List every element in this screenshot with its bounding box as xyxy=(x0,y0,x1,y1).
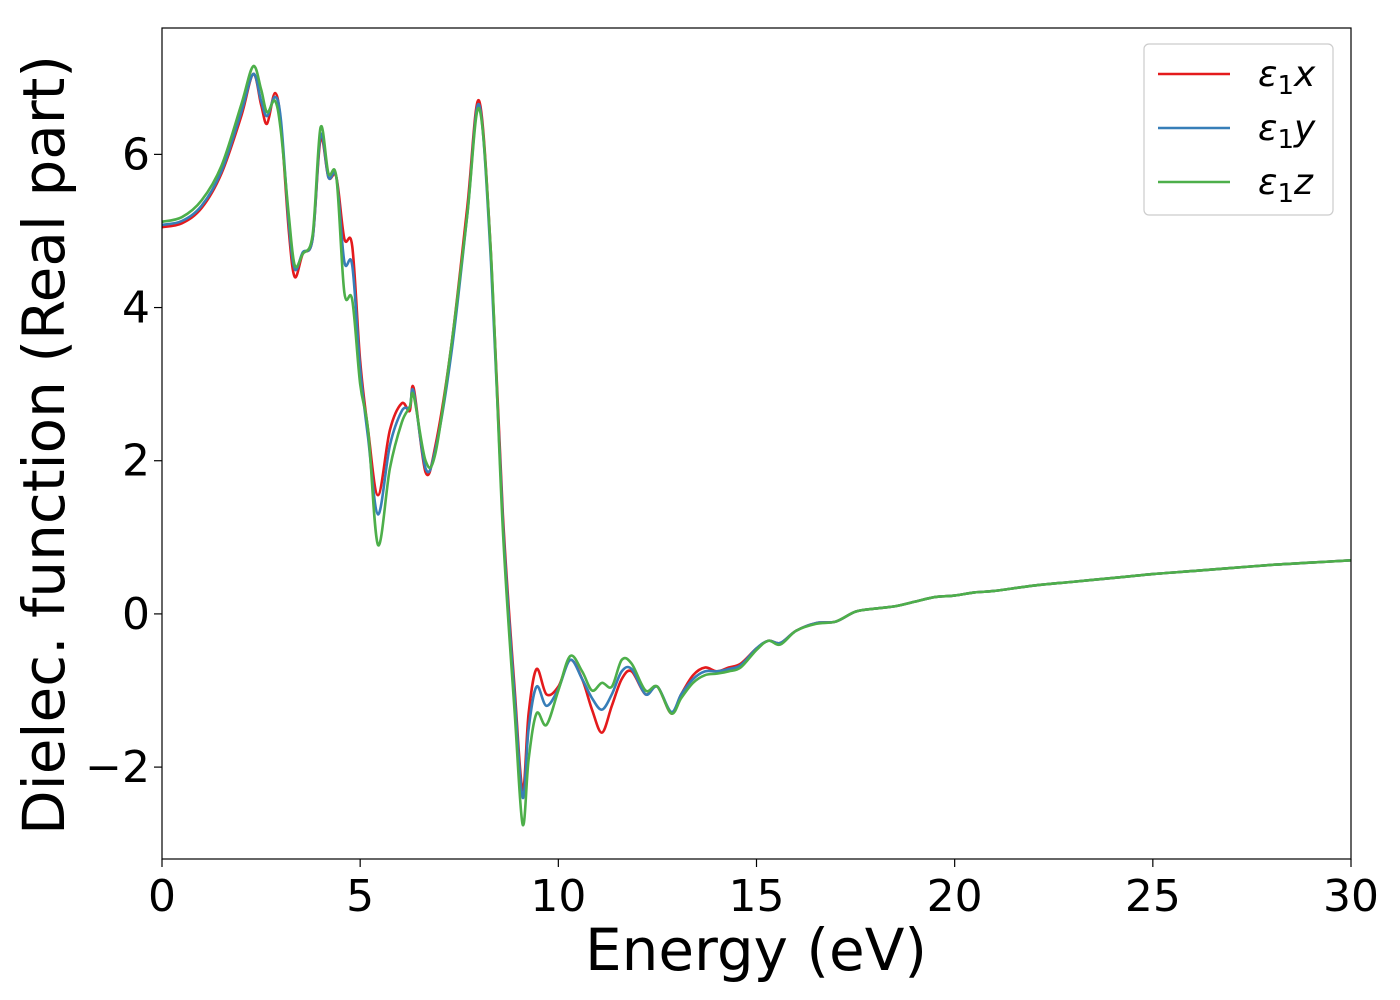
x-tick-label: 20 xyxy=(927,871,983,922)
y-axis-ticks: −2 0 2 4 6 xyxy=(85,129,162,793)
legend-label-z: ε1z xyxy=(1258,162,1314,209)
x-tick-label: 25 xyxy=(1125,871,1181,922)
y-tick-label: 6 xyxy=(122,129,150,180)
series-line-z xyxy=(162,64,1351,827)
x-tick-label: 10 xyxy=(530,871,586,922)
y-tick-label: 0 xyxy=(122,589,150,640)
legend-box xyxy=(1143,43,1334,216)
x-axis-ticks: 0 5 10 15 20 25 30 xyxy=(148,859,1379,922)
x-tick-label: 0 xyxy=(148,871,176,922)
series-layer xyxy=(162,64,1351,827)
x-axis-label: Energy (eV) xyxy=(585,916,927,984)
legend-label-y: ε1y xyxy=(1258,108,1316,155)
y-tick-label: 4 xyxy=(122,283,150,334)
x-tick-label: 30 xyxy=(1323,871,1379,922)
x-tick-label: 5 xyxy=(346,871,374,922)
legend: ε1x ε1y ε1z xyxy=(1143,43,1334,216)
y-tick-label: 2 xyxy=(122,436,150,487)
y-tick-label: −2 xyxy=(85,742,150,793)
y-axis-label: Dielec. function (Real part) xyxy=(10,55,78,835)
x-tick-label: 15 xyxy=(729,871,785,922)
legend-label-x: ε1x xyxy=(1258,54,1316,101)
